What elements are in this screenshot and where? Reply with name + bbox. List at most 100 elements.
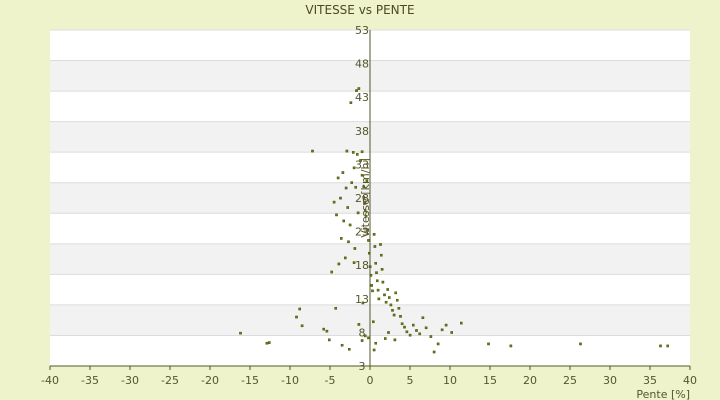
data-point xyxy=(346,206,350,209)
data-point xyxy=(399,315,402,318)
data-point xyxy=(403,325,406,329)
x-tick-label: 15 xyxy=(483,374,497,387)
data-point xyxy=(335,213,338,217)
data-point xyxy=(444,323,448,327)
data-point xyxy=(367,336,370,340)
data-point xyxy=(342,219,346,223)
data-point xyxy=(268,341,271,344)
x-tick-label: -40 xyxy=(41,374,59,387)
x-tick-label: 10 xyxy=(443,374,457,387)
data-point xyxy=(356,211,360,215)
data-point xyxy=(298,307,302,311)
data-point xyxy=(392,313,396,317)
data-point xyxy=(364,334,367,338)
x-tick-label: -35 xyxy=(81,374,99,387)
chart-title: VITESSE vs PENTE xyxy=(305,3,414,17)
data-point xyxy=(363,202,366,205)
x-tick-label: -20 xyxy=(201,374,219,387)
data-point xyxy=(239,331,242,335)
data-point xyxy=(374,341,378,345)
data-point xyxy=(367,239,370,242)
data-point xyxy=(347,240,350,244)
data-point xyxy=(418,332,422,336)
data-point xyxy=(393,338,397,342)
data-point xyxy=(388,296,391,299)
data-point xyxy=(386,288,390,291)
data-point xyxy=(376,279,379,283)
data-point xyxy=(408,333,412,337)
data-point xyxy=(348,223,352,227)
data-point xyxy=(356,153,359,156)
y-tick-label: 48 xyxy=(355,58,369,71)
data-point xyxy=(345,149,349,153)
data-point xyxy=(372,348,376,352)
y-tick-label: 43 xyxy=(355,91,369,104)
data-point xyxy=(487,342,490,346)
data-point xyxy=(370,284,374,287)
data-point xyxy=(354,186,358,189)
data-point xyxy=(440,328,444,332)
data-point xyxy=(381,280,385,284)
x-tick-label: 25 xyxy=(563,374,577,387)
data-point xyxy=(373,245,377,248)
x-tick-label: 20 xyxy=(523,374,537,387)
data-point xyxy=(360,173,364,177)
data-point xyxy=(364,214,368,218)
data-point xyxy=(265,341,269,345)
data-point xyxy=(362,196,366,199)
x-tick-label: -5 xyxy=(325,374,336,387)
y-tick-label: 38 xyxy=(355,125,369,138)
data-point xyxy=(509,344,513,348)
data-point xyxy=(436,342,440,346)
data-point xyxy=(424,326,428,330)
x-tick-label: -30 xyxy=(121,374,139,387)
data-point xyxy=(366,229,370,232)
data-point xyxy=(400,322,404,326)
data-point xyxy=(352,166,356,170)
data-point xyxy=(415,329,418,332)
y-tick-label: 28 xyxy=(355,192,369,205)
y-tick-label: 3 xyxy=(359,360,366,373)
y-tick-label: 18 xyxy=(355,259,369,272)
y-axis-label: Vitesse [km/h] xyxy=(359,158,372,238)
data-point xyxy=(328,338,331,342)
data-point xyxy=(659,344,662,348)
data-point xyxy=(380,268,384,271)
data-point xyxy=(397,307,401,310)
data-point xyxy=(376,288,380,292)
data-point xyxy=(365,179,369,182)
data-point xyxy=(374,261,378,265)
data-point xyxy=(344,186,348,190)
data-point xyxy=(394,291,398,295)
data-point xyxy=(322,327,326,331)
data-point xyxy=(353,247,357,250)
x-tick-label: 0 xyxy=(367,374,374,387)
data-point xyxy=(579,342,582,346)
data-point xyxy=(360,150,364,154)
data-point xyxy=(421,316,425,320)
x-tick-label: 30 xyxy=(603,374,617,387)
data-point xyxy=(666,344,669,348)
data-point xyxy=(405,330,409,334)
data-point xyxy=(412,323,415,327)
data-point xyxy=(380,253,383,257)
data-point xyxy=(339,196,342,200)
y-tick-label: 23 xyxy=(355,226,369,239)
data-point xyxy=(355,89,358,92)
data-point xyxy=(349,101,353,104)
data-point xyxy=(350,181,354,184)
data-point xyxy=(357,87,361,90)
data-point xyxy=(387,331,390,334)
data-point xyxy=(340,237,343,240)
data-point xyxy=(361,301,365,305)
x-tick-label: 5 xyxy=(407,374,414,387)
x-tick-label: -10 xyxy=(281,374,299,387)
data-point xyxy=(334,307,338,310)
data-point xyxy=(344,256,347,260)
data-point xyxy=(360,339,364,342)
x-tick-label: -15 xyxy=(241,374,259,387)
data-point xyxy=(450,331,454,334)
x-axis-label: Pente [%] xyxy=(636,388,690,400)
data-point xyxy=(383,293,386,297)
